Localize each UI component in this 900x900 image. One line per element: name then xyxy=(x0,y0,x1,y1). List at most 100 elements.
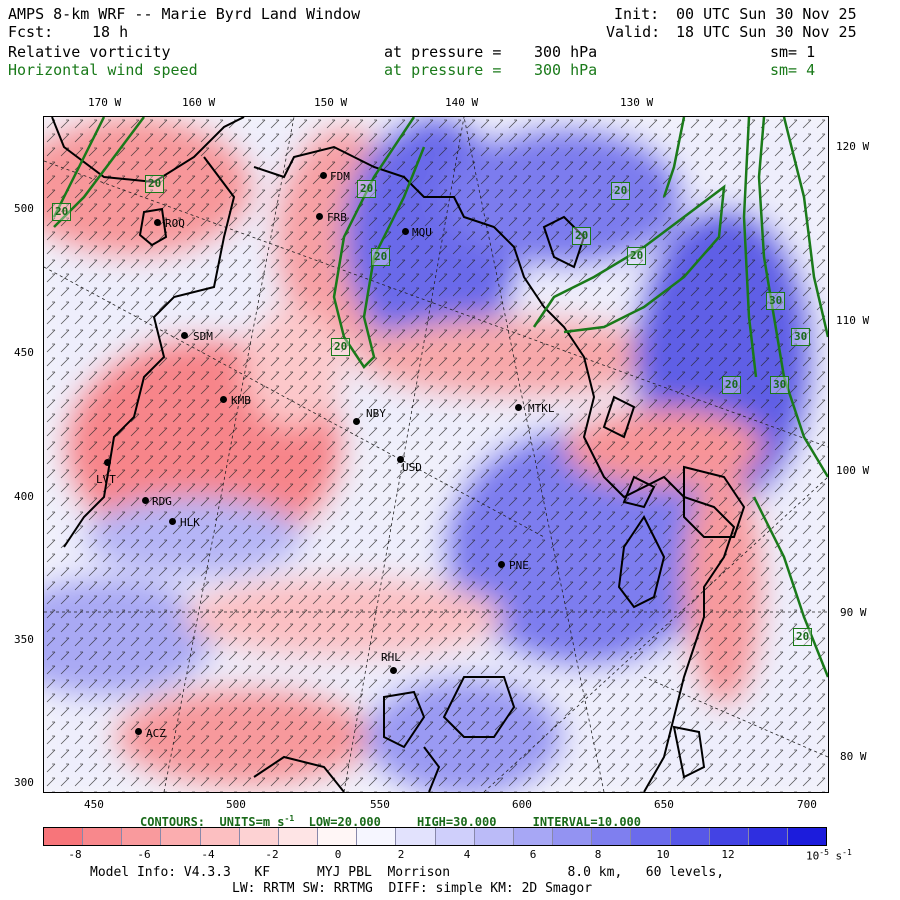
field-1-level-value: 300 hPa xyxy=(534,43,598,61)
station-dot xyxy=(220,396,227,403)
contour-label: 20 xyxy=(611,182,631,200)
field-2-name: Horizontal wind speed xyxy=(8,61,198,79)
colorbar-label: -8 xyxy=(68,848,82,861)
colorbar-swatch xyxy=(318,828,358,845)
lon-label-top: 150 W xyxy=(314,96,348,109)
interval-label: INTERVAL= xyxy=(532,815,598,829)
colorbar-swatch xyxy=(553,828,593,845)
unit-tail-exponent: -1 xyxy=(842,848,852,857)
contour-label: 20 xyxy=(793,628,813,646)
contour-label: 20 xyxy=(371,248,391,266)
station-label: PNE xyxy=(509,559,529,572)
x-tick-label: 600 xyxy=(512,798,532,811)
station-dot xyxy=(154,219,161,226)
colorbar-label: 10 xyxy=(656,848,670,861)
forecast-label: Fcst: xyxy=(8,23,54,41)
field-2-smoothing: sm= 4 xyxy=(770,61,816,79)
station-dot xyxy=(316,213,323,220)
station-dot xyxy=(397,456,404,463)
colorbar-swatch xyxy=(787,828,827,845)
station-label: RHL xyxy=(381,651,401,664)
colorbar-swatch xyxy=(278,828,319,845)
model-info: Model Info: V4.3.3 xyxy=(90,865,231,880)
unit-tail: s xyxy=(835,849,843,863)
contour-label: 20 xyxy=(572,227,592,245)
coastline xyxy=(51,117,746,792)
footer-line-2: LW: RRTM SW: RRTMG DIFF: simple KM: 2D S… xyxy=(232,881,593,896)
units-exponent: -1 xyxy=(284,814,295,823)
units-label: UNITS=m s xyxy=(219,815,285,829)
station-label: MTKL xyxy=(528,402,555,415)
station-dot xyxy=(515,404,522,411)
y-tick-label: 300 xyxy=(14,776,34,789)
high-value: 30.000 xyxy=(453,815,497,829)
resolution: 8.0 km, xyxy=(567,865,623,880)
x-tick-label: 450 xyxy=(84,798,104,811)
station-dot xyxy=(104,459,111,466)
cumulus-scheme: KF xyxy=(254,865,271,880)
station-dot xyxy=(402,228,409,235)
lon-label-top: 130 W xyxy=(620,96,654,109)
x-tick-label: 550 xyxy=(370,798,390,811)
low-label: LOW= xyxy=(308,815,338,829)
init-label: Init: xyxy=(614,5,660,23)
interval-value: 10.000 xyxy=(597,815,641,829)
colorbar-swatch xyxy=(44,828,84,845)
colorbar-swatch xyxy=(161,828,201,845)
footer-line-1: Model Info: V4.3.3 KF MYJ PBL Morrison 8… xyxy=(90,865,724,881)
colorbar-swatch xyxy=(513,828,554,845)
contour-label: 20 xyxy=(722,376,742,394)
contour-label: 20 xyxy=(52,203,72,221)
colorbar-swatch xyxy=(631,828,671,845)
colorbar-label: -4 xyxy=(201,848,215,861)
colorbar-label: 8 xyxy=(594,848,602,861)
colorbar-swatch xyxy=(709,828,749,845)
colorbar-swatch xyxy=(474,828,514,845)
microphysics-scheme: Morrison xyxy=(387,865,451,880)
lon-label-top: 140 W xyxy=(445,96,479,109)
station-label: FRB xyxy=(327,211,347,224)
station-label: LVT xyxy=(96,473,116,486)
init-value: 00 UTC Sun 30 Nov 25 xyxy=(676,5,857,23)
station-label: HLK xyxy=(180,516,200,529)
station-label: MQU xyxy=(412,226,432,239)
high-label: HIGH= xyxy=(417,815,454,829)
colorbar-label: 6 xyxy=(529,848,537,861)
contour-label: 30 xyxy=(766,292,786,310)
station-label: SDM xyxy=(193,330,213,343)
station-label: RDG xyxy=(152,495,172,508)
station-label: KMB xyxy=(231,394,251,407)
y-tick-label: 450 xyxy=(14,346,34,359)
colorbar-swatch xyxy=(670,828,710,845)
valid-value: 18 UTC Sun 30 Nov 25 xyxy=(676,23,857,41)
contour-label: 20 xyxy=(357,180,377,198)
wind-speed-contours xyxy=(52,117,828,678)
field-2-level-label: at pressure = xyxy=(384,61,502,79)
forecast-value: 18 h xyxy=(92,23,129,41)
station-dot xyxy=(353,418,360,425)
contour-label: 30 xyxy=(791,328,811,346)
colorbar-unit: 10-5 s-1 xyxy=(806,845,852,865)
contour-label: 30 xyxy=(770,376,790,394)
station-dot xyxy=(135,728,142,735)
x-tick-label: 700 xyxy=(797,798,817,811)
y-tick-label: 350 xyxy=(14,633,34,646)
y-tick-label: 500 xyxy=(14,202,34,215)
colorbar-swatch xyxy=(357,828,397,845)
lon-label-top: 160 W xyxy=(182,96,216,109)
colorbar-label: 0 xyxy=(334,848,342,861)
contour-label: 20 xyxy=(627,247,647,265)
field-2-level-value: 300 hPa xyxy=(534,61,598,79)
lon-label-right: 100 W xyxy=(836,464,870,477)
station-dot xyxy=(181,332,188,339)
station-label: ACZ xyxy=(146,727,166,740)
low-value: 20.000 xyxy=(337,815,381,829)
station-dot xyxy=(320,172,327,179)
unit-exponent: -5 xyxy=(819,848,829,857)
colorbar-label: 12 xyxy=(721,848,735,861)
station-dot xyxy=(390,667,397,674)
colorbar-label: -2 xyxy=(265,848,279,861)
valid-label: Valid: xyxy=(606,23,661,41)
vertical-levels: 60 levels, xyxy=(645,865,725,880)
station-label: USD xyxy=(402,461,422,474)
